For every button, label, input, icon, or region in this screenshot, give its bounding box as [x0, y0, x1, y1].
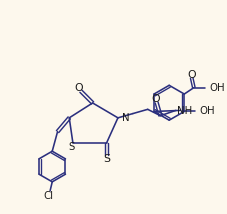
Text: Cl: Cl [43, 191, 53, 201]
Text: NH: NH [177, 106, 192, 116]
Text: N: N [122, 113, 129, 123]
Text: S: S [103, 154, 110, 164]
Text: O: O [187, 70, 196, 80]
Text: O: O [151, 94, 160, 104]
Text: OH: OH [200, 106, 215, 116]
Text: S: S [69, 142, 75, 152]
Text: OH: OH [210, 83, 225, 93]
Text: O: O [74, 83, 83, 93]
